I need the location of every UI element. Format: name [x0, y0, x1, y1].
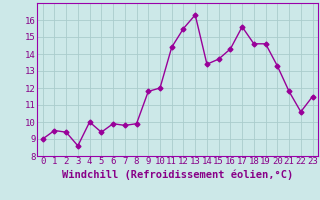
X-axis label: Windchill (Refroidissement éolien,°C): Windchill (Refroidissement éolien,°C) [62, 169, 293, 180]
